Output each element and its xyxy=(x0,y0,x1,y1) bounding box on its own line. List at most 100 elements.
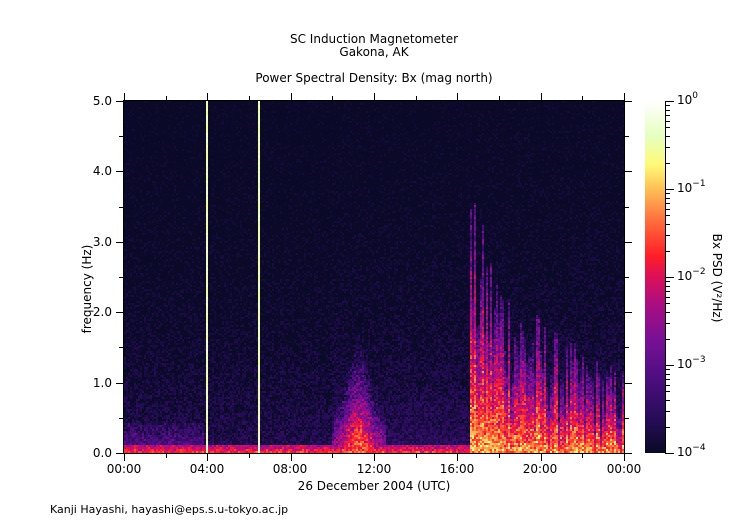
tick-mark xyxy=(457,453,458,461)
x-tick-label-6: 00:00 xyxy=(606,462,642,476)
colorbar-tick xyxy=(666,286,670,287)
y-tick-label-5: 5.0 xyxy=(92,94,112,108)
chart-subtitle: Power Spectral Density: Bx (mag north) xyxy=(255,71,493,85)
tick-mark xyxy=(249,96,250,101)
x-tick-label-0: 00:00 xyxy=(106,462,142,476)
tick-mark xyxy=(119,277,124,278)
tick-mark xyxy=(291,453,292,461)
colorbar-tick xyxy=(666,115,670,116)
colorbar-tick xyxy=(666,379,670,380)
tick-mark xyxy=(116,383,124,384)
colorbar-tick xyxy=(666,203,670,204)
tick-mark xyxy=(624,136,629,137)
spectrogram-image xyxy=(124,101,624,453)
tick-mark xyxy=(624,418,629,419)
tick-mark xyxy=(499,96,500,101)
colorbar-tick xyxy=(666,281,670,282)
colorbar-tick xyxy=(665,101,666,454)
tick-mark xyxy=(624,171,632,172)
colorbar-tick xyxy=(666,323,670,324)
tick-mark xyxy=(624,101,632,102)
colorbar-tick xyxy=(666,121,670,122)
colorbar-tick xyxy=(666,400,670,401)
colorbar-tick xyxy=(666,224,670,225)
colorbar-tick xyxy=(666,369,670,370)
y-tick-label-1: 1.0 xyxy=(92,376,112,390)
colorbar-tick xyxy=(666,297,670,298)
y-tick-label-4: 4.0 xyxy=(92,164,112,178)
colorbar-tick xyxy=(666,277,674,278)
colorbar-tick xyxy=(666,209,670,210)
colorbar-tick xyxy=(666,339,670,340)
x-tick-label-2: 08:00 xyxy=(272,462,308,476)
tick-mark xyxy=(624,93,625,101)
y-axis-label: frequency (Hz) xyxy=(80,244,94,334)
colorbar-tick xyxy=(666,105,670,106)
tick-mark xyxy=(624,383,632,384)
y-tick-label-3: 3.0 xyxy=(92,235,112,249)
colorbar-tick xyxy=(666,453,674,454)
colorbar-tick xyxy=(666,312,670,313)
colorbar-tick xyxy=(666,127,670,128)
colorbar-label-1e-3: 10−3 xyxy=(677,355,706,371)
tick-mark xyxy=(624,207,629,208)
colorbar-label-1e-4: 10−4 xyxy=(677,443,706,459)
colorbar-tick xyxy=(666,110,670,111)
colorbar-tick xyxy=(666,193,670,194)
tick-mark xyxy=(541,93,542,101)
tick-mark xyxy=(116,171,124,172)
tick-mark xyxy=(374,453,375,461)
colorbar-axis-label: Bx PSD (V²/Hz) xyxy=(710,233,724,323)
tick-mark xyxy=(166,96,167,101)
colorbar-tick xyxy=(666,136,670,137)
author-credit: Kanji Hayashi, hayashi@eps.s.u-tokyo.ac.… xyxy=(50,503,289,516)
tick-mark xyxy=(166,453,167,458)
colorbar-label-1e-1: 10−1 xyxy=(677,179,706,195)
tick-mark xyxy=(291,93,292,101)
spectrogram-plot xyxy=(124,101,624,453)
tick-mark xyxy=(207,93,208,101)
tick-mark xyxy=(499,453,500,458)
colorbar-tick xyxy=(666,385,670,386)
colorbar xyxy=(645,101,666,453)
tick-mark xyxy=(416,96,417,101)
y-tick-label-2: 2.0 xyxy=(92,305,112,319)
tick-mark xyxy=(116,101,124,102)
tick-mark xyxy=(624,242,632,243)
colorbar-tick xyxy=(666,101,674,102)
colorbar-tick xyxy=(666,235,670,236)
tick-mark xyxy=(249,453,250,458)
tick-mark xyxy=(416,453,417,458)
tick-mark xyxy=(119,207,124,208)
colorbar-tick xyxy=(666,427,670,428)
colorbar-label-1e-2: 10−2 xyxy=(677,267,706,283)
tick-mark xyxy=(332,453,333,458)
y-tick-label-0: 0.0 xyxy=(92,446,112,460)
chart-title-line2: Gakona, AK xyxy=(339,45,409,59)
tick-mark xyxy=(582,453,583,458)
tick-mark xyxy=(116,242,124,243)
colorbar-tick xyxy=(666,303,670,304)
colorbar-tick xyxy=(666,147,670,148)
colorbar-tick xyxy=(666,198,670,199)
tick-mark xyxy=(541,453,542,461)
tick-mark xyxy=(332,96,333,101)
tick-mark xyxy=(624,312,632,313)
colorbar-tick xyxy=(666,411,670,412)
x-tick-label-4: 16:00 xyxy=(439,462,475,476)
tick-mark xyxy=(207,453,208,461)
chart-title-line1: SC Induction Magnetometer xyxy=(289,32,459,46)
x-axis-label: 26 December 2004 (UTC) xyxy=(297,479,451,493)
colorbar-gradient xyxy=(645,101,666,453)
tick-mark xyxy=(124,453,125,461)
tick-mark xyxy=(116,453,124,454)
x-tick-label-1: 04:00 xyxy=(189,462,225,476)
colorbar-tick xyxy=(666,291,670,292)
colorbar-tick xyxy=(666,391,670,392)
tick-mark xyxy=(624,277,629,278)
tick-mark xyxy=(624,453,625,461)
colorbar-tick xyxy=(666,374,670,375)
colorbar-label-1e0: 100 xyxy=(677,91,699,107)
colorbar-tick xyxy=(666,163,670,164)
tick-mark xyxy=(119,347,124,348)
